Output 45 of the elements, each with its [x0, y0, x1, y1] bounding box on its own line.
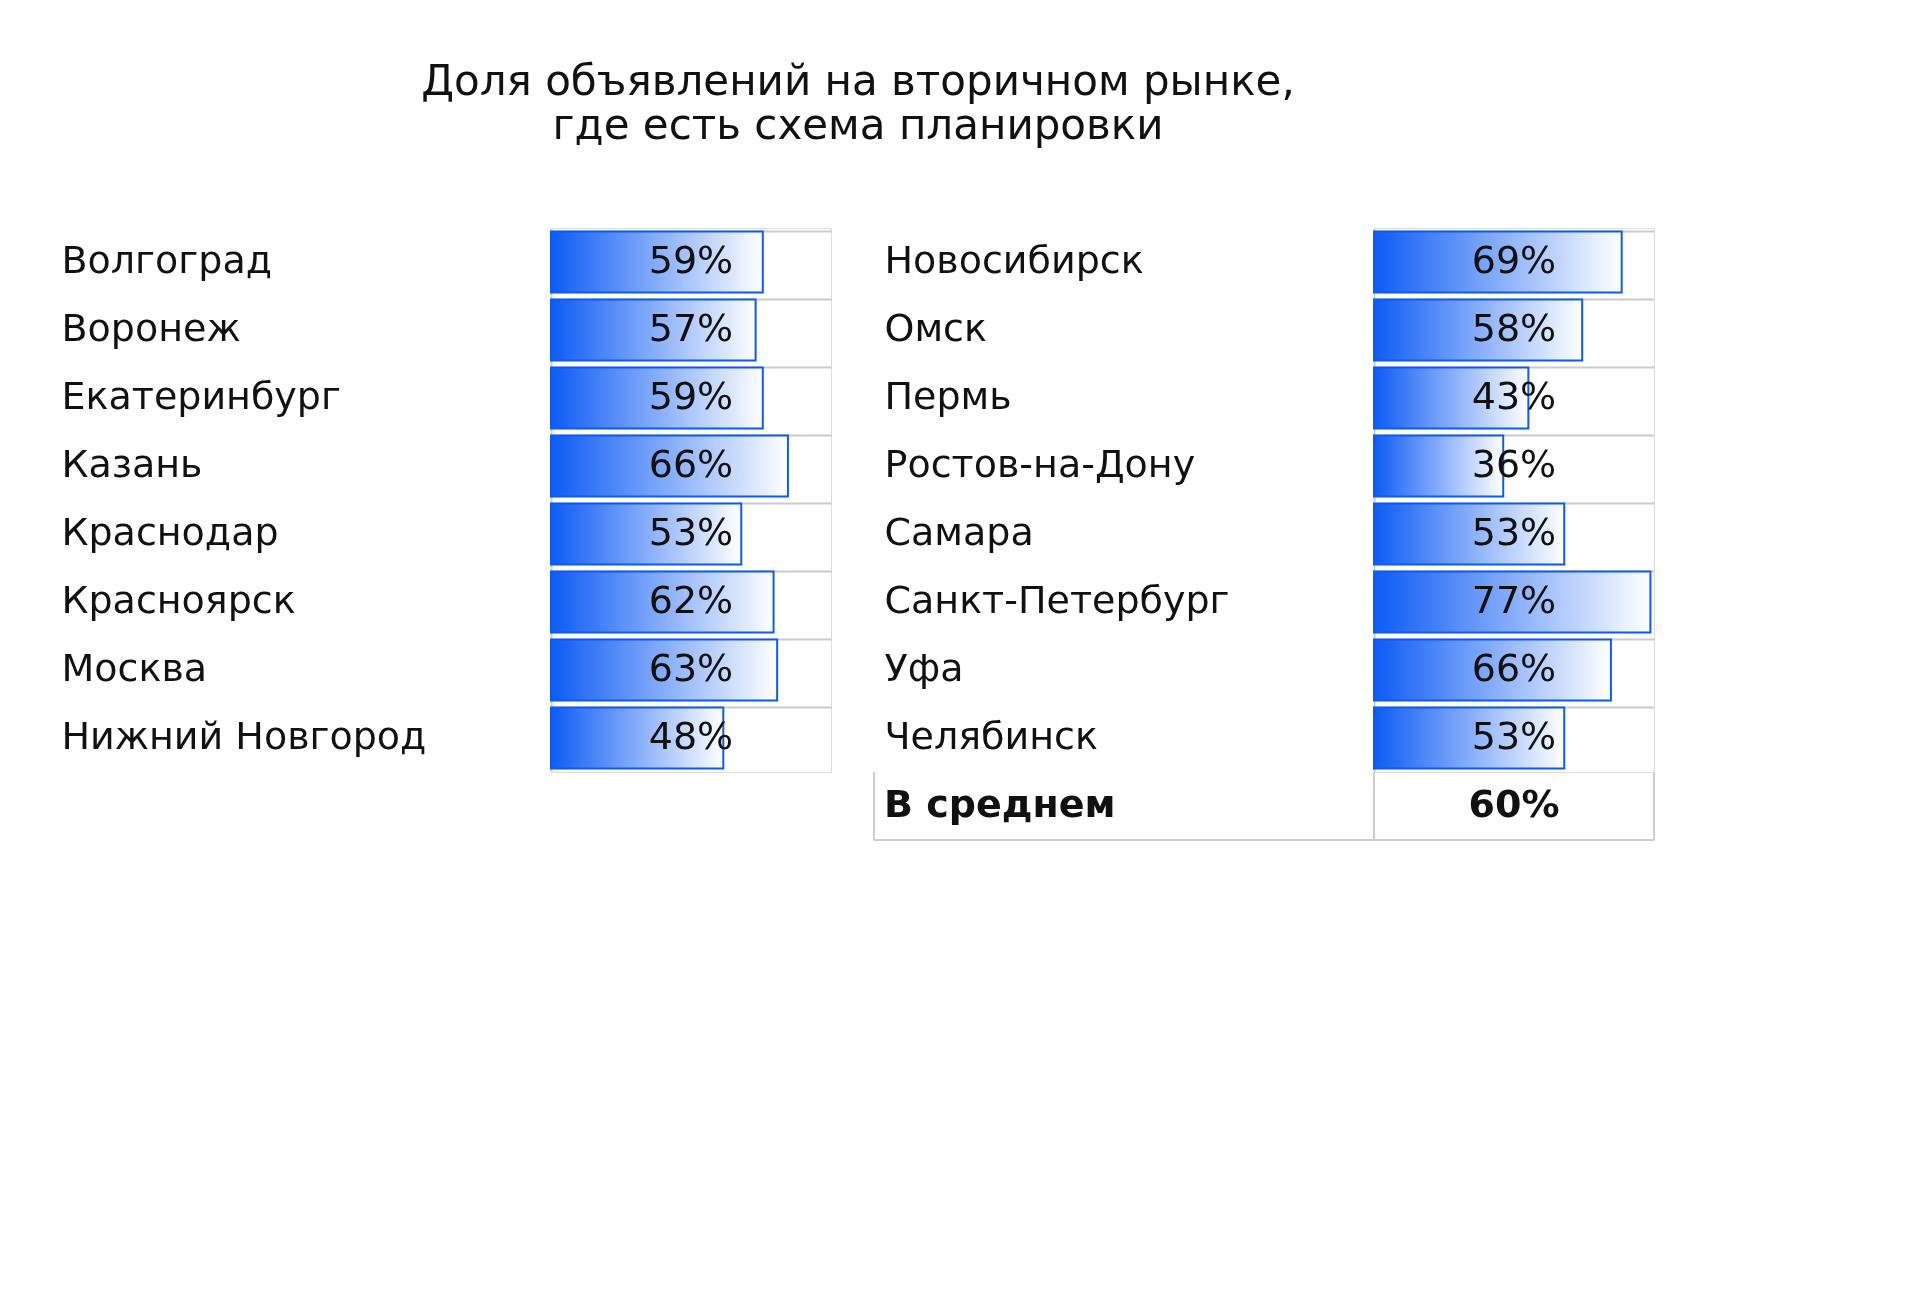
- y-tick-label: Казань: [61, 442, 203, 486]
- bar: [550, 570, 775, 634]
- bar: [550, 230, 764, 294]
- y-tick-label: Санкт-Петербург: [884, 578, 1230, 622]
- y-tick-label: Уфа: [884, 646, 964, 690]
- y-tick-label: Краснодар: [61, 510, 279, 554]
- data-label: 58%: [1471, 306, 1557, 350]
- y-tick-label: Красноярск: [61, 578, 296, 622]
- y-tick-label: Пермь: [884, 374, 1012, 418]
- text: В среднем: [884, 782, 1116, 826]
- bar: [550, 366, 764, 430]
- data-label: 53%: [1471, 510, 1557, 554]
- bar: [550, 502, 743, 566]
- data-label: 53%: [1471, 714, 1557, 758]
- data-label: 57%: [648, 306, 734, 350]
- bar: [1373, 706, 1566, 770]
- chart-title: Доля объявлений на вторичном рынке, где есть схема планировки: [421, 55, 1295, 149]
- y-tick-label: Самара: [884, 510, 1034, 554]
- bar: [550, 298, 757, 362]
- data-label: 59%: [648, 238, 734, 282]
- data-label: 53%: [648, 510, 734, 554]
- bar: [1373, 638, 1612, 702]
- bar: [550, 638, 779, 702]
- bar: [1373, 230, 1623, 294]
- data-label: 62%: [648, 578, 734, 622]
- data-label: 63%: [648, 646, 734, 690]
- y-tick-label: Ростов-на-Дону: [884, 442, 1196, 486]
- data-label: 69%: [1471, 238, 1557, 282]
- bar: [550, 434, 789, 498]
- data-label: 59%: [648, 374, 734, 418]
- data-label: 66%: [648, 442, 734, 486]
- y-tick-label: Волгоград: [61, 238, 272, 282]
- y-tick-label: Новосибирск: [884, 238, 1144, 282]
- y-tick-label: Москва: [61, 646, 208, 690]
- bar: [1373, 298, 1584, 362]
- bar: [1373, 570, 1652, 634]
- data-label: 66%: [1471, 646, 1557, 690]
- y-tick-label: Нижний Новгород: [61, 714, 427, 758]
- data-label: 77%: [1471, 578, 1557, 622]
- y-tick-label: Омск: [884, 306, 987, 350]
- text: 60%: [1468, 782, 1560, 826]
- y-tick-label: Челябинск: [884, 714, 1098, 758]
- bar: [1373, 502, 1566, 566]
- y-tick-label: Екатеринбург: [61, 374, 341, 418]
- y-tick-label: Воронеж: [61, 306, 241, 350]
